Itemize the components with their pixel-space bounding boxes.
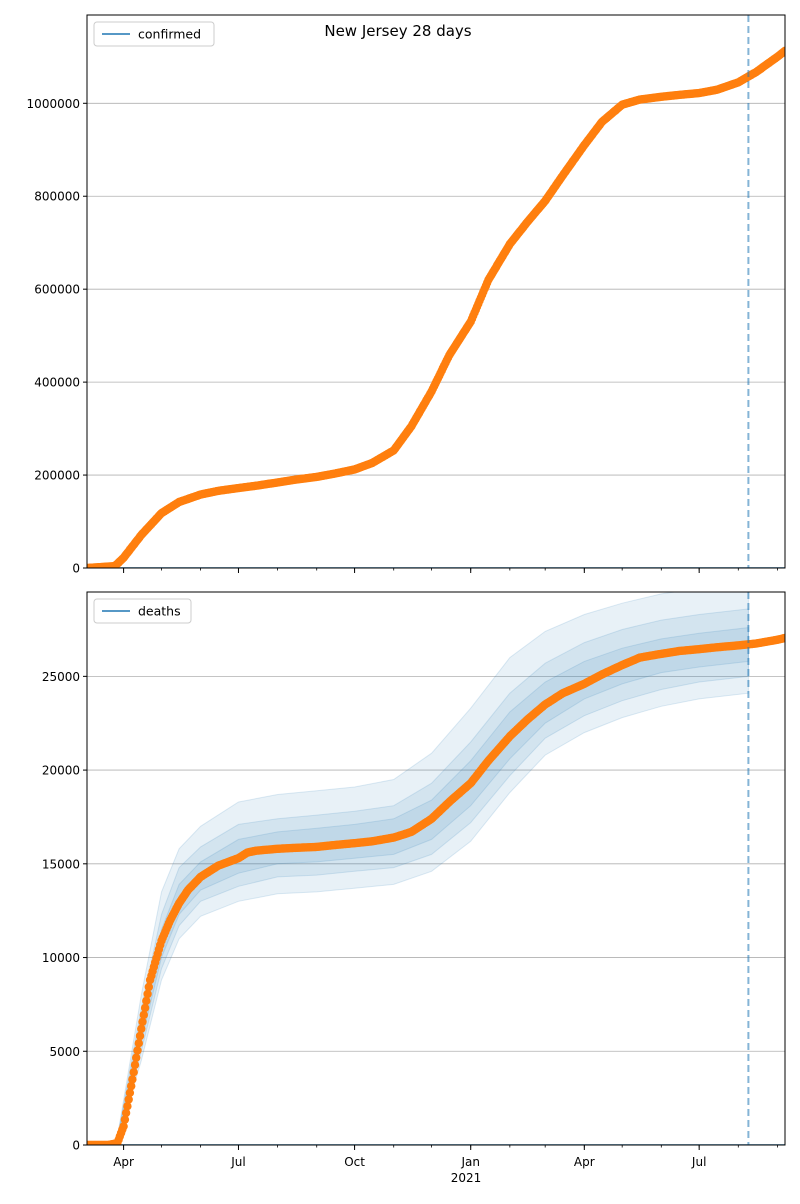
observed-point bbox=[130, 1060, 140, 1070]
legend-box bbox=[93, 21, 215, 47]
observed-point bbox=[134, 1039, 143, 1048]
middle-band bbox=[116, 608, 749, 1141]
x-tick-label: Apr bbox=[113, 1155, 134, 1169]
y-tick-label: 25000 bbox=[42, 670, 80, 684]
observed-point bbox=[123, 1102, 132, 1111]
observed-point bbox=[143, 989, 152, 999]
axes-frame bbox=[86, 591, 786, 1146]
y-tick-label: 400000 bbox=[34, 376, 80, 390]
observed-point bbox=[137, 1024, 146, 1034]
legend-label: confirmed bbox=[138, 27, 201, 42]
observed-point bbox=[133, 1046, 142, 1055]
observed-point bbox=[128, 1075, 137, 1084]
observed-series bbox=[87, 633, 785, 1145]
x-tick-label: Oct bbox=[344, 1155, 365, 1169]
observed-point bbox=[121, 1108, 131, 1118]
plot-area bbox=[87, 15, 785, 568]
observed-series bbox=[87, 46, 785, 568]
observed-point bbox=[125, 1088, 135, 1098]
legend-box bbox=[93, 598, 192, 624]
observed-point bbox=[138, 1017, 147, 1026]
y-tick-label: 800000 bbox=[34, 190, 80, 204]
x-tick-label: Jul bbox=[230, 1155, 245, 1169]
observed-point bbox=[139, 1010, 148, 1020]
y-tick-label: 200000 bbox=[34, 469, 80, 483]
x-year-label: 2021 bbox=[451, 1171, 482, 1185]
observed-point bbox=[142, 996, 151, 1006]
observed-point bbox=[119, 1122, 128, 1131]
observed-point bbox=[780, 46, 785, 55]
observed-point bbox=[135, 1031, 145, 1041]
observed-point bbox=[132, 1053, 141, 1062]
observed-point bbox=[129, 1068, 138, 1077]
observed-point bbox=[120, 1115, 130, 1124]
y-tick-label: 1000000 bbox=[27, 97, 80, 111]
y-tick-label: 0 bbox=[72, 562, 80, 576]
y-tick-label: 10000 bbox=[42, 951, 80, 965]
axes-frame bbox=[86, 14, 786, 569]
y-tick-label: 0 bbox=[72, 1139, 80, 1153]
x-tick-label: Jul bbox=[691, 1155, 706, 1169]
deaths-panel: 0 5000 10000 15000 20000 25000 Apr Jul Oct Jan Apr… bbox=[42, 591, 786, 1169]
y-tick-label: 5000 bbox=[49, 1045, 80, 1059]
y-tick-label: 20000 bbox=[42, 764, 80, 778]
observed-point bbox=[127, 1081, 136, 1091]
y-tick-label: 15000 bbox=[42, 857, 80, 871]
observed-point bbox=[144, 982, 153, 992]
legend-label: deaths bbox=[138, 604, 181, 619]
observed-point bbox=[780, 633, 785, 643]
observed-point bbox=[140, 1003, 150, 1013]
x-tick-label: Apr bbox=[574, 1155, 595, 1169]
x-tick-label: Jan bbox=[460, 1155, 480, 1169]
plot-area bbox=[87, 592, 785, 1145]
observed-point bbox=[124, 1095, 133, 1104]
y-tick-label: 600000 bbox=[34, 283, 80, 297]
chart-title: New Jersey 28 days bbox=[324, 22, 471, 40]
confirmed-panel: 0 200000 400000 600000 800000 1000000 confirme… bbox=[27, 14, 786, 576]
